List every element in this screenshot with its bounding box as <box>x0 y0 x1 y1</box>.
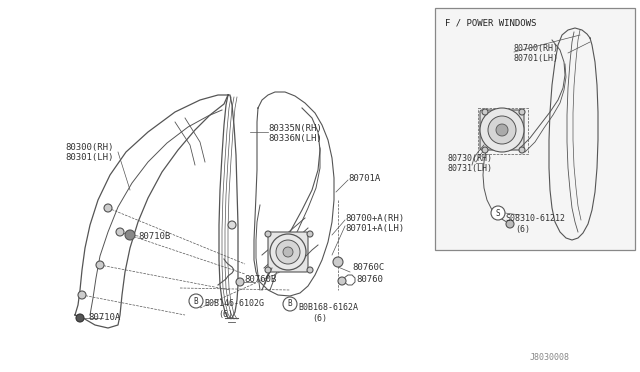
Text: 80335N(RH): 80335N(RH) <box>268 124 322 132</box>
Text: 80700+A(RH): 80700+A(RH) <box>345 214 404 222</box>
Text: 80760C: 80760C <box>352 263 384 273</box>
Circle shape <box>276 240 300 264</box>
Text: B0B146-6102G: B0B146-6102G <box>204 299 264 308</box>
Text: B: B <box>194 296 198 305</box>
Text: (6): (6) <box>515 224 530 234</box>
Circle shape <box>496 124 508 136</box>
Circle shape <box>236 278 244 286</box>
Circle shape <box>189 294 203 308</box>
Circle shape <box>307 267 313 273</box>
Circle shape <box>78 291 86 299</box>
Circle shape <box>116 228 124 236</box>
Circle shape <box>488 116 516 144</box>
Circle shape <box>338 277 346 285</box>
Text: 80701+A(LH): 80701+A(LH) <box>345 224 404 232</box>
Circle shape <box>265 267 271 273</box>
Text: 80760: 80760 <box>356 276 383 285</box>
Text: 80710B: 80710B <box>138 231 170 241</box>
Circle shape <box>307 231 313 237</box>
Circle shape <box>519 109 525 115</box>
Text: (6): (6) <box>218 311 233 320</box>
Circle shape <box>333 257 343 267</box>
Text: B0B168-6162A: B0B168-6162A <box>298 302 358 311</box>
FancyBboxPatch shape <box>268 232 308 272</box>
Text: 80336N(LH): 80336N(LH) <box>268 134 322 142</box>
Text: 80701(LH): 80701(LH) <box>514 54 559 62</box>
Circle shape <box>125 230 135 240</box>
Text: 80760B: 80760B <box>244 276 276 285</box>
Text: 80700(RH): 80700(RH) <box>514 44 559 52</box>
Text: 80730(RH): 80730(RH) <box>448 154 493 163</box>
Circle shape <box>283 297 297 311</box>
Circle shape <box>265 231 271 237</box>
Circle shape <box>482 147 488 153</box>
Circle shape <box>76 314 84 322</box>
FancyBboxPatch shape <box>480 110 524 150</box>
Circle shape <box>482 109 488 115</box>
Circle shape <box>104 204 112 212</box>
Text: (6): (6) <box>312 314 327 323</box>
Text: 80710A: 80710A <box>88 314 120 323</box>
Circle shape <box>283 247 293 257</box>
Circle shape <box>228 221 236 229</box>
Text: B: B <box>288 299 292 308</box>
Text: 80300(RH): 80300(RH) <box>65 142 113 151</box>
Text: J8030008: J8030008 <box>530 353 570 362</box>
Circle shape <box>270 234 306 270</box>
Text: 80701A: 80701A <box>348 173 380 183</box>
Circle shape <box>519 147 525 153</box>
Text: S08310-61212: S08310-61212 <box>505 214 565 222</box>
Circle shape <box>506 220 514 228</box>
Text: 80731(LH): 80731(LH) <box>448 164 493 173</box>
FancyBboxPatch shape <box>435 8 635 250</box>
Text: S: S <box>496 208 500 218</box>
Text: 80301(LH): 80301(LH) <box>65 153 113 161</box>
Circle shape <box>96 261 104 269</box>
Circle shape <box>480 108 524 152</box>
Text: F / POWER WINDOWS: F / POWER WINDOWS <box>445 19 536 28</box>
Circle shape <box>491 206 505 220</box>
